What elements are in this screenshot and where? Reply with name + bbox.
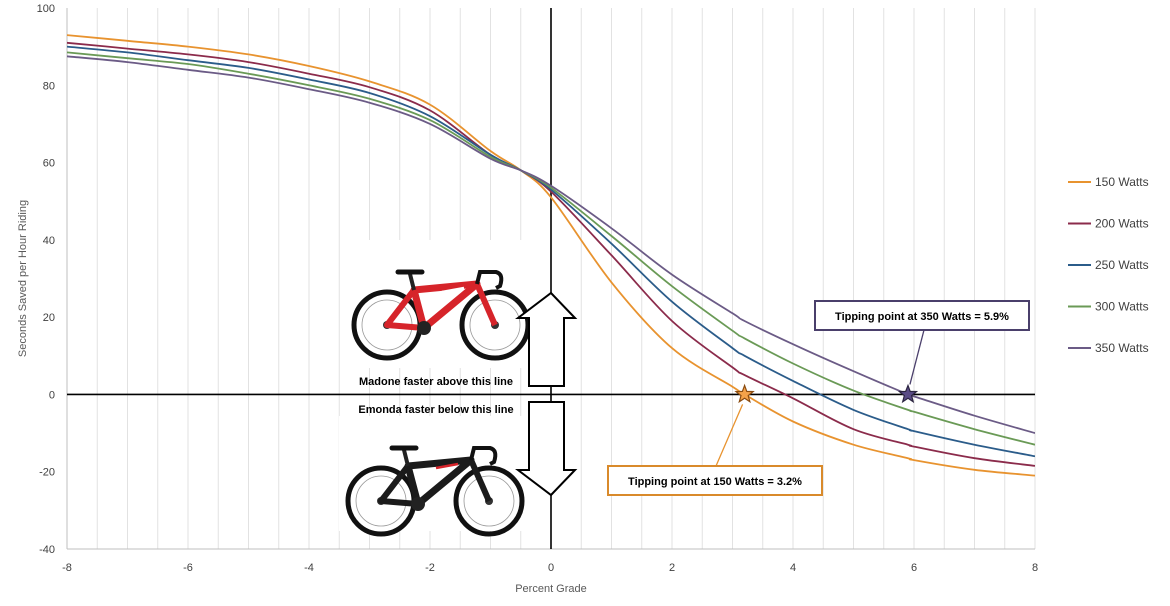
bike-decal xyxy=(435,462,459,470)
bike-front-triangle xyxy=(410,280,481,332)
bike-crank xyxy=(411,497,425,511)
y-tick-label: 20 xyxy=(43,312,55,324)
series-line xyxy=(67,55,1035,434)
bike-seatpost xyxy=(402,449,410,467)
bike-front-triangle xyxy=(404,456,475,508)
x-tick-label: -6 xyxy=(183,562,193,574)
x-axis-title: Percent Grade xyxy=(515,583,587,595)
bike-handlebar xyxy=(469,446,498,466)
x-tick-label: 6 xyxy=(911,562,917,574)
arrow-down xyxy=(515,401,578,497)
bike-rim xyxy=(469,299,521,351)
series-lines xyxy=(67,34,1035,477)
x-tick-label: 8 xyxy=(1032,562,1038,574)
y-tick-label: -40 xyxy=(39,544,55,556)
legend-label: 200 Watts xyxy=(1095,217,1149,231)
legend-label: 350 Watts xyxy=(1095,341,1149,355)
x-tick-label: -4 xyxy=(304,562,314,574)
y-axis-title: Seconds Saved per Hour Riding xyxy=(17,200,29,357)
region-label-above: Madone faster above this line xyxy=(359,376,513,388)
y-tick-label: -20 xyxy=(39,467,55,479)
bike-wheel xyxy=(453,465,525,537)
x-tick-label: 4 xyxy=(790,562,796,574)
star-marker-350 xyxy=(897,383,919,404)
x-tick-label: -8 xyxy=(62,562,72,574)
callout-text-150: Tipping point at 150 Watts = 3.2% xyxy=(628,476,802,488)
bike-seatpost xyxy=(408,273,416,291)
x-tick-label: 2 xyxy=(669,562,675,574)
bike-panel-top xyxy=(345,240,525,368)
y-tick-label: 80 xyxy=(43,80,55,92)
bike-panel-bottom xyxy=(339,416,525,531)
bike-emonda xyxy=(345,445,525,537)
annotations: Tipping point at 350 Watts = 5.9% Tipping… xyxy=(607,300,1030,496)
callout-leader-150 xyxy=(715,404,744,467)
star-marker-150 xyxy=(734,383,755,404)
bike-decal xyxy=(441,286,465,294)
bike-rim xyxy=(463,475,515,527)
y-tick-label: 0 xyxy=(49,389,55,401)
legend-label: 300 Watts xyxy=(1095,300,1149,314)
bike-illustrations xyxy=(339,240,531,537)
arrow-up xyxy=(515,291,578,387)
x-tick-label: 0 xyxy=(548,562,554,574)
series-line xyxy=(67,41,1035,467)
callout-text-350: Tipping point at 350 Watts = 5.9% xyxy=(835,311,1009,323)
direction-arrows xyxy=(515,291,578,497)
legend-label: 150 Watts xyxy=(1095,175,1149,189)
series-line xyxy=(67,51,1035,446)
callout-box-350 xyxy=(814,300,1030,331)
bike-crank xyxy=(417,321,431,335)
legend: 150 Watts 200 Watts 250 Watts 300 Watts 350 … xyxy=(1068,175,1149,355)
region-label-below: Emonda faster below this line xyxy=(358,404,513,416)
x-tick-label: -2 xyxy=(425,562,435,574)
callout-box-150 xyxy=(607,465,823,496)
y-tick-label: 60 xyxy=(43,158,55,170)
bike-fork xyxy=(474,282,498,327)
callout-leader-350 xyxy=(909,329,925,385)
y-tick-label: 100 xyxy=(37,3,55,15)
y-tick-label: 40 xyxy=(43,235,55,247)
bike-fork xyxy=(468,458,492,503)
bike-madone xyxy=(351,269,531,361)
bike-handlebar xyxy=(475,270,504,290)
legend-label: 250 Watts xyxy=(1095,258,1149,272)
series-line xyxy=(67,34,1035,477)
series-line xyxy=(67,45,1035,458)
